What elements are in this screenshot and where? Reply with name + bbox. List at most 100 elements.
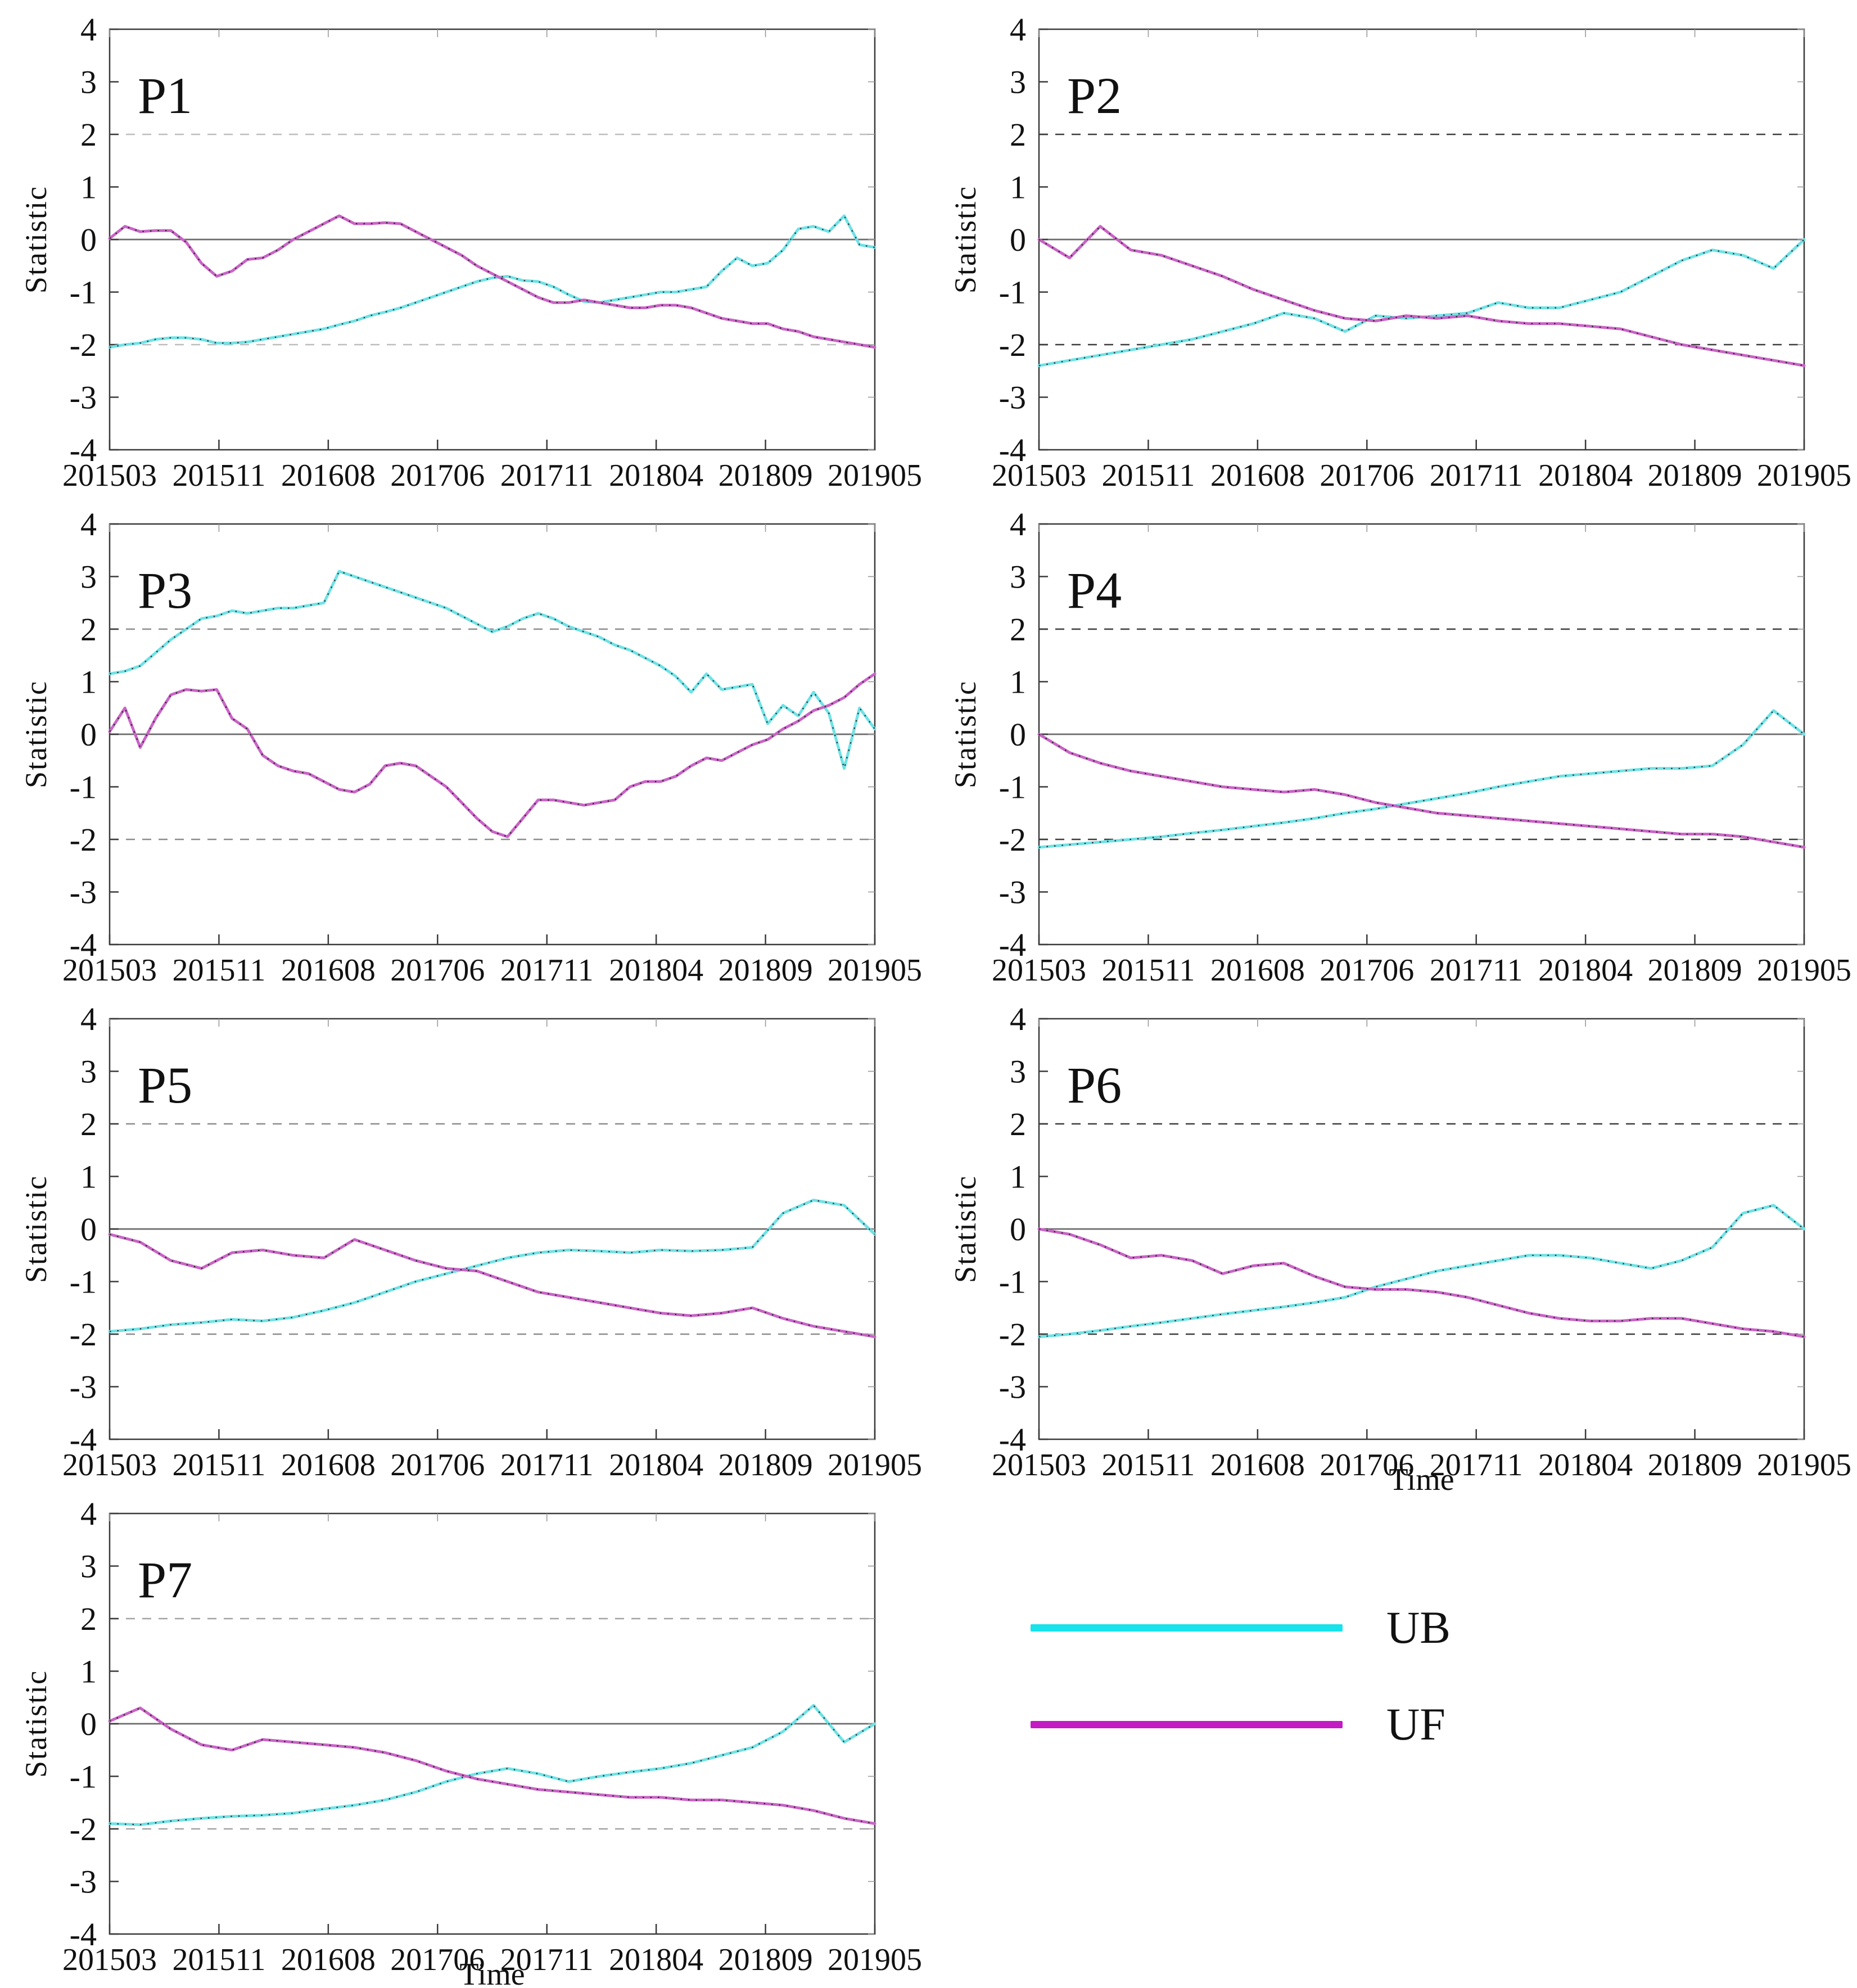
y-tick-label: -3 xyxy=(999,1369,1026,1406)
x-axis-title: Time xyxy=(459,1957,525,1988)
legend-label-uf: UF xyxy=(1386,1698,1445,1750)
y-tick-label: 2 xyxy=(80,116,97,153)
y-tick-label: 4 xyxy=(80,506,97,543)
series-markers-uf xyxy=(1038,734,1805,848)
y-tick-label: -2 xyxy=(70,821,97,858)
series-markers-uf xyxy=(109,215,875,348)
x-tick-label: 201905 xyxy=(828,1448,922,1483)
y-tick-label: -3 xyxy=(70,874,97,911)
y-axis-title: Statistic xyxy=(22,680,53,788)
y-tick-label: 2 xyxy=(1010,1106,1026,1142)
y-axis-title: Statistic xyxy=(22,186,53,293)
series-line-ub xyxy=(1037,709,1806,849)
x-tick-label: 201511 xyxy=(172,953,265,988)
x-tick-label: 201905 xyxy=(1757,458,1851,493)
series-markers-ub xyxy=(109,215,875,348)
x-tick-label: 201511 xyxy=(1101,1448,1195,1483)
y-axis-title: Statistic xyxy=(22,1175,53,1283)
x-tick-label: 201706 xyxy=(390,458,485,493)
y-tick-label: -4 xyxy=(999,1421,1026,1458)
series-line-ub xyxy=(108,570,876,770)
y-tick-label: 0 xyxy=(80,1706,97,1742)
y-tick-label: -1 xyxy=(70,1264,97,1300)
x-tick-label: 201503 xyxy=(62,1942,157,1977)
x-tick-label: 201809 xyxy=(719,1448,813,1483)
y-tick-label: 0 xyxy=(80,222,97,258)
x-tick-label: 201804 xyxy=(609,953,703,988)
x-tick-label: 201706 xyxy=(1320,458,1414,493)
y-axis-title: Statistic xyxy=(952,186,982,293)
y-axis-title: Statistic xyxy=(22,1670,53,1778)
x-tick-label: 201804 xyxy=(609,458,703,493)
panel-p5: 4 3 2 1 0 -1 -2 -3 -4 201503 201511 201608 201706 201… xyxy=(22,998,950,1493)
y-tick-label: 1 xyxy=(1010,1159,1026,1195)
series-markers-ub xyxy=(1038,710,1805,848)
x-tick-label: 201809 xyxy=(719,1942,813,1977)
series-line-uf xyxy=(1037,225,1806,367)
panel-p7: 4 3 2 1 0 -1 -2 -3 -4 201503 201511 201608 201706 201… xyxy=(22,1493,950,1988)
y-tick-label: -1 xyxy=(70,1759,97,1795)
panel-p6: 4 3 2 1 0 -1 -2 -3 -4 201503 201511 201608 201706 201… xyxy=(952,998,1857,1493)
y-tick-label: 2 xyxy=(80,1601,97,1637)
y-tick-label: -2 xyxy=(70,327,97,363)
series-markers-uf xyxy=(109,673,875,838)
x-tick-label: 201511 xyxy=(1101,953,1195,988)
x-tick-label: 201804 xyxy=(1538,953,1633,988)
y-tick-label: -2 xyxy=(999,1316,1026,1353)
x-tick-label: 201608 xyxy=(1210,953,1305,988)
y-tick-label: -1 xyxy=(999,274,1026,311)
legend-item-ub: UB xyxy=(1031,1600,1451,1656)
y-tick-label: 4 xyxy=(1010,11,1026,48)
x-tick-label: 201809 xyxy=(1648,458,1742,493)
x-tick-label: 201905 xyxy=(828,953,922,988)
y-tick-label: -3 xyxy=(70,1369,97,1406)
y-tick-label: 1 xyxy=(1010,664,1026,701)
y-tick-label: -2 xyxy=(999,327,1026,363)
x-tick-label: 201804 xyxy=(1538,458,1633,493)
y-tick-label: -4 xyxy=(70,432,97,468)
y-tick-label: 4 xyxy=(80,1001,97,1037)
x-tick-label: 201503 xyxy=(62,953,157,988)
ub-line-swatch xyxy=(1031,1624,1343,1632)
x-tick-label: 201711 xyxy=(1430,458,1523,493)
x-tick-label: 201809 xyxy=(1648,953,1742,988)
y-tick-label: 1 xyxy=(80,1159,97,1195)
x-tick-label: 201608 xyxy=(281,458,376,493)
series-line-uf xyxy=(1037,733,1806,849)
panel-title: P5 xyxy=(138,1056,192,1114)
legend: UB UF xyxy=(929,1484,1857,1978)
x-axis-title: Time xyxy=(1389,1462,1454,1493)
y-tick-label: -2 xyxy=(70,1316,97,1353)
x-tick-label: 201608 xyxy=(1210,458,1305,493)
y-axis-title: Statistic xyxy=(952,1175,982,1283)
x-tick-label: 201706 xyxy=(390,1448,485,1483)
panel-title: P6 xyxy=(1067,1056,1122,1114)
y-tick-label: 1 xyxy=(80,1653,97,1690)
y-tick-label: 2 xyxy=(1010,611,1026,648)
y-tick-label: 1 xyxy=(80,169,97,206)
x-tick-label: 201511 xyxy=(172,458,265,493)
x-tick-label: 201711 xyxy=(1430,1448,1523,1483)
x-tick-label: 201809 xyxy=(1648,1448,1742,1483)
y-tick-label: 2 xyxy=(80,1106,97,1142)
y-tick-label: 0 xyxy=(80,1211,97,1248)
x-tick-label: 201809 xyxy=(719,458,813,493)
series-markers-ub xyxy=(109,1705,875,1826)
x-tick-label: 201706 xyxy=(1320,1448,1414,1483)
series-line-ub xyxy=(1037,1204,1806,1339)
x-tick-label: 201804 xyxy=(1538,1448,1633,1483)
panel-title: P2 xyxy=(1067,67,1122,124)
panel-p3: 4 3 2 1 0 -1 -2 -3 -4 201503 201511 201608 201706 201… xyxy=(22,504,950,998)
series-line-uf xyxy=(1037,1227,1806,1339)
y-tick-label: -4 xyxy=(999,432,1026,468)
y-tick-label: -1 xyxy=(70,769,97,806)
series-line-ub xyxy=(108,214,876,349)
panel-p2: 4 3 2 1 0 -1 -2 -3 -4 201503 201511 201608 201706 201… xyxy=(952,9,1857,504)
series-line-uf xyxy=(108,1706,876,1826)
y-tick-label: 4 xyxy=(1010,1001,1026,1037)
y-tick-label: 3 xyxy=(80,559,97,595)
y-tick-label: -4 xyxy=(70,1916,97,1953)
x-tick-label: 201804 xyxy=(609,1942,703,1977)
